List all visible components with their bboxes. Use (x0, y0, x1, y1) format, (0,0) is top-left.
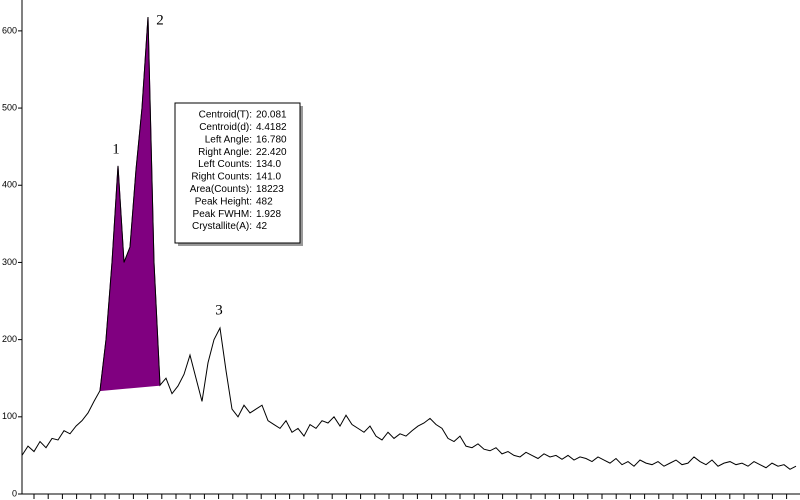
peak-label: 1 (112, 141, 120, 157)
y-tick-label: 500 (2, 102, 17, 112)
y-tick-label: 400 (2, 180, 17, 190)
info-value: 22.420 (256, 147, 287, 158)
peak-label: 2 (156, 12, 164, 28)
info-label: Crystallite(A): (192, 221, 252, 232)
info-value: 482 (256, 196, 273, 207)
info-label: Peak Height: (195, 196, 252, 207)
info-value: 1.928 (256, 209, 281, 220)
peak-label: 3 (215, 302, 223, 318)
info-label: Area(Counts): (190, 184, 252, 195)
info-value: 18223 (256, 184, 284, 195)
info-label: Centroid(T): (199, 110, 252, 121)
y-tick-label: 0 (12, 488, 17, 498)
y-tick-label: 200 (2, 334, 17, 344)
info-label: Right Angle: (198, 147, 252, 158)
info-value: 42 (256, 221, 268, 232)
y-tick-label: 300 (2, 257, 17, 267)
info-label: Left Angle: (205, 134, 252, 145)
info-value: 134.0 (256, 159, 281, 170)
info-value: 4.4182 (256, 122, 287, 133)
info-box (174, 102, 301, 244)
info-label: Right Counts: (191, 172, 252, 183)
info-label: Peak FWHM: (193, 209, 252, 220)
info-value: 16.780 (256, 134, 287, 145)
data-line (21, 16, 797, 470)
y-tick-label: 100 (2, 411, 17, 421)
info-label: Centroid(d): (199, 122, 252, 133)
info-value: 20.081 (256, 110, 287, 121)
y-tick-label: 600 (2, 25, 17, 35)
info-value: 141.0 (256, 172, 281, 183)
info-label: Left Counts: (198, 159, 252, 170)
